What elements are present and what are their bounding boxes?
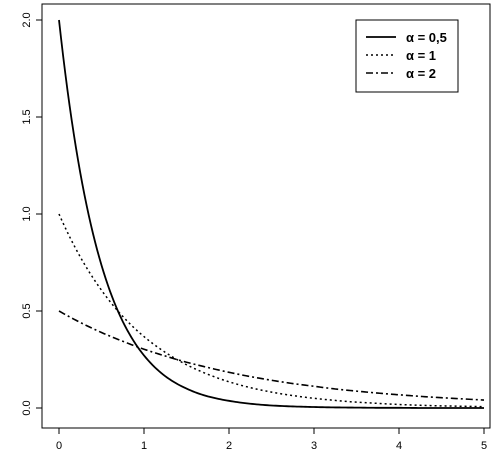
legend-label-2: α = 1 [406,48,436,63]
x-tick-label: 5 [481,440,487,452]
x-tick-label: 0 [56,440,62,452]
series-line-1 [58,19,484,409]
x-tick-label: 1 [141,440,147,452]
y-tick-label: 2.0 [21,12,33,27]
legend: α = 0,5 α = 1 α = 2 [355,19,459,93]
legend-label-3: α = 2 [406,66,436,81]
x-tick-label: 3 [311,440,317,452]
series-line-3 [58,310,485,401]
y-tick-label: 1.0 [21,206,33,221]
x-tick-label: 4 [396,440,402,452]
plot-lines [58,19,485,409]
x-tick-label: 2 [226,440,232,452]
legend-box [355,19,459,93]
series-line-2 [58,213,485,408]
y-tick-label: 0.5 [21,303,33,318]
y-tick-label: 0.0 [21,400,33,415]
axes: 0 1 2 3 4 5 0.0 0.5 1.0 1.5 2.0 [21,3,491,452]
y-tick-label: 1.5 [21,109,33,124]
legend-label-1: α = 0,5 [406,30,447,45]
